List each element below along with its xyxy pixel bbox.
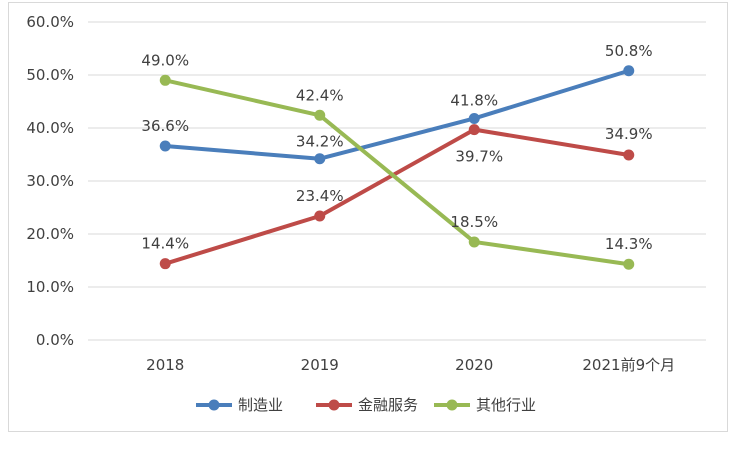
- legend-label: 制造业: [238, 396, 283, 414]
- x-tick-label: 2020: [455, 356, 493, 374]
- data-label: 49.0%: [141, 51, 189, 69]
- y-tick-label: 60.0%: [26, 13, 74, 31]
- y-tick-label: 40.0%: [26, 119, 74, 137]
- legend-label: 其他行业: [476, 396, 536, 414]
- data-point: [623, 258, 635, 270]
- data-label: 36.6%: [141, 117, 189, 135]
- data-label: 34.2%: [296, 133, 344, 151]
- x-tick-label: 2021前9个月: [582, 356, 675, 374]
- data-point: [468, 124, 480, 136]
- y-tick-label: 10.0%: [26, 278, 74, 296]
- y-tick-label: 30.0%: [26, 172, 74, 190]
- data-label: 41.8%: [450, 91, 498, 109]
- data-label: 14.3%: [605, 235, 653, 253]
- data-label: 50.8%: [605, 42, 653, 60]
- series-line: [163, 78, 631, 267]
- legend-marker: [208, 399, 220, 411]
- data-point: [159, 140, 171, 152]
- series-line: [163, 68, 631, 161]
- data-point: [314, 210, 326, 222]
- data-point: [159, 74, 171, 86]
- data-point: [623, 149, 635, 161]
- x-tick-label: 2018: [146, 356, 184, 374]
- data-point: [468, 236, 480, 248]
- legend-marker: [328, 399, 340, 411]
- y-tick-label: 0.0%: [36, 331, 74, 349]
- series-line: [163, 127, 631, 266]
- y-tick-label: 20.0%: [26, 225, 74, 243]
- data-label: 42.4%: [296, 86, 344, 104]
- data-label: 34.9%: [605, 125, 653, 143]
- data-label: 14.4%: [141, 235, 189, 253]
- chart-frame: [8, 2, 728, 432]
- y-tick-label: 50.0%: [26, 66, 74, 84]
- data-point: [159, 258, 171, 270]
- x-tick-label: 2019: [301, 356, 339, 374]
- legend-label: 金融服务: [358, 396, 418, 414]
- legend-marker: [446, 399, 458, 411]
- data-label: 39.7%: [455, 148, 503, 166]
- data-point: [468, 112, 480, 124]
- data-point: [623, 65, 635, 77]
- data-label: 23.4%: [296, 187, 344, 205]
- data-point: [314, 153, 326, 165]
- data-point: [314, 109, 326, 121]
- data-label: 18.5%: [450, 213, 498, 231]
